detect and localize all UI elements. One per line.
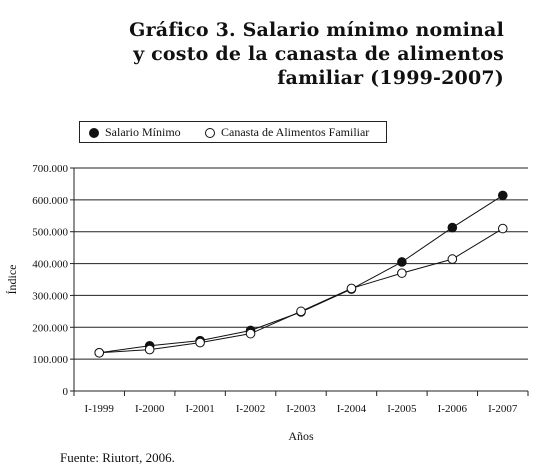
x-axis-title: Años xyxy=(288,429,314,443)
data-point-1 xyxy=(144,344,155,355)
y-tick-label: 700.000 xyxy=(32,163,68,175)
y-tick-label: 400.000 xyxy=(32,259,68,271)
title-line-3: familiar (1999-2007) xyxy=(277,67,504,89)
y-tick-label: 200.000 xyxy=(32,322,68,334)
x-tick-label: I-2005 xyxy=(387,403,417,415)
x-tick-label: I-2003 xyxy=(286,403,316,415)
legend-item-canasta: Canasta de Alimentos Familiar xyxy=(205,125,369,140)
x-tick-label: I-2001 xyxy=(185,403,214,415)
data-point-0 xyxy=(497,190,508,201)
series-line-0 xyxy=(99,194,504,354)
x-tick-label: I-1999 xyxy=(85,403,115,415)
x-tick-label: I-2004 xyxy=(337,403,367,415)
x-tick-label: I-2006 xyxy=(438,403,468,415)
chart-title: Gráfico 3. Salario mínimo nominal y cost… xyxy=(0,18,544,90)
y-tick-label: 600.000 xyxy=(32,195,68,207)
series-line-1 xyxy=(99,228,504,354)
y-tick-label: 0 xyxy=(63,386,69,398)
data-point-0 xyxy=(397,257,407,267)
legend-label-salario: Salario Mínimo xyxy=(105,125,181,139)
title-line-1: Gráfico 3. Salario mínimo nominal xyxy=(129,19,504,41)
y-tick-label: 300.000 xyxy=(32,290,68,302)
data-point-1 xyxy=(346,283,357,294)
data-point-1 xyxy=(94,347,105,358)
x-tick-label: I-2000 xyxy=(135,403,165,415)
y-tick-label: 500.000 xyxy=(32,227,68,239)
legend: Salario Mínimo Canasta de Alimentos Fami… xyxy=(79,121,387,143)
data-point-1 xyxy=(497,223,508,234)
y-tick-label: 100.000 xyxy=(32,354,68,366)
data-point-0 xyxy=(447,222,458,233)
data-point-1 xyxy=(195,337,205,348)
open-circle-icon xyxy=(205,127,215,138)
x-tick-label: I-2002 xyxy=(236,403,265,415)
legend-label-canasta: Canasta de Alimentos Familiar xyxy=(221,125,370,139)
data-point-1 xyxy=(397,268,407,278)
y-axis-title: Índice xyxy=(5,265,19,295)
data-point-1 xyxy=(296,306,306,317)
data-point-1 xyxy=(245,328,256,339)
filled-circle-icon xyxy=(89,127,99,138)
legend-item-salario: Salario Mínimo xyxy=(89,125,181,140)
data-point-1 xyxy=(447,254,458,264)
x-tick-label: I-2007 xyxy=(488,403,518,415)
title-line-2: y costo de la canasta de alimentos xyxy=(133,43,504,65)
source-note: Fuente: Riutort, 2006. xyxy=(60,450,175,465)
